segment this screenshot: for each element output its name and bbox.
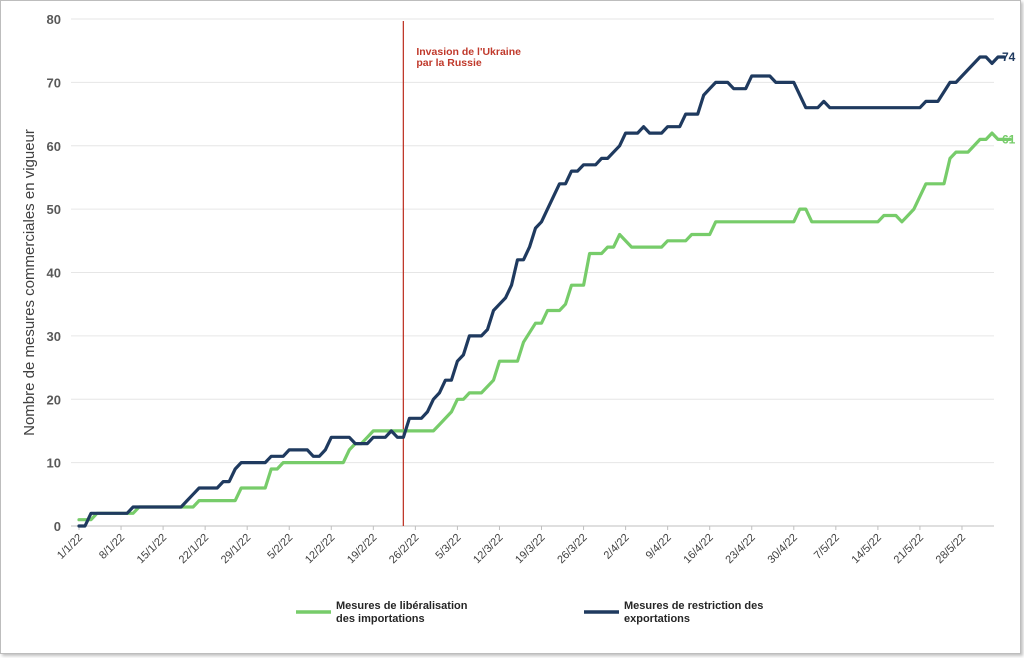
x-tick-label: 16/4/22 bbox=[681, 532, 715, 566]
y-tick-label: 30 bbox=[47, 329, 61, 344]
x-tick-label: 12/2/22 bbox=[303, 532, 337, 566]
gridlines bbox=[71, 18, 994, 527]
x-tick-label: 2/4/22 bbox=[602, 532, 632, 562]
legend-label: des importations bbox=[336, 613, 425, 625]
x-tick-label: 9/4/22 bbox=[644, 532, 674, 562]
x-tick-label: 7/5/22 bbox=[812, 532, 842, 562]
y-tick-label: 60 bbox=[47, 139, 61, 154]
series-line-1 bbox=[77, 131, 1012, 522]
legend-label: Mesures de restriction des bbox=[624, 600, 763, 612]
x-tick-label: 26/2/22 bbox=[387, 532, 421, 566]
x-tick-label: 28/5/22 bbox=[934, 532, 968, 566]
x-tick-label: 19/2/22 bbox=[345, 532, 379, 566]
series-lines: 61 74 bbox=[77, 50, 1016, 528]
y-tick-label: 0 bbox=[54, 519, 61, 534]
series-end-label: 74 bbox=[1002, 50, 1016, 64]
x-tick-label: 5/3/22 bbox=[433, 532, 463, 562]
y-tick-label: 70 bbox=[47, 75, 61, 90]
x-tick-label: 26/3/22 bbox=[555, 532, 589, 566]
x-axis: 1/1/22 8/1/22 15/1/22 22/1/22 29/1/22 5/2/22 1… bbox=[55, 525, 994, 566]
y-tick-label: 20 bbox=[47, 392, 61, 407]
series-line-2 bbox=[77, 55, 1006, 528]
x-tick-label: 23/4/22 bbox=[723, 532, 757, 566]
x-tick-label: 21/5/22 bbox=[892, 532, 926, 566]
y-axis-title: Nombre de mesures commerciales en vigueu… bbox=[21, 129, 38, 436]
x-tick-label: 22/1/22 bbox=[177, 532, 211, 566]
x-tick-label: 12/3/22 bbox=[471, 532, 505, 566]
x-tick-label: 29/1/22 bbox=[219, 532, 253, 566]
x-tick-label: 5/2/22 bbox=[265, 532, 295, 562]
series-end-label: 61 bbox=[1002, 132, 1016, 146]
x-tick-label: 15/1/22 bbox=[135, 532, 169, 566]
x-tick-label: 8/1/22 bbox=[97, 532, 127, 562]
y-tick-label: 10 bbox=[47, 456, 61, 471]
annotation-text: Invasion de l'Ukraine bbox=[416, 46, 521, 58]
x-tick-label: 30/4/22 bbox=[765, 532, 799, 566]
y-axis: 0 10 20 30 40 50 60 70 80 Nombre de mesures comme… bbox=[21, 12, 61, 534]
legend-label: Mesures de libéralisation bbox=[336, 600, 468, 612]
legend-label: exportations bbox=[624, 613, 690, 625]
x-tick-label: 19/3/22 bbox=[513, 532, 547, 566]
y-tick-label: 50 bbox=[47, 202, 61, 217]
y-tick-label: 40 bbox=[47, 266, 61, 281]
x-tick-label: 14/5/22 bbox=[850, 532, 884, 566]
x-tick-label: 1/1/22 bbox=[55, 532, 85, 562]
annotation-text: par la Russie bbox=[416, 57, 482, 69]
y-tick-label: 80 bbox=[47, 12, 61, 27]
